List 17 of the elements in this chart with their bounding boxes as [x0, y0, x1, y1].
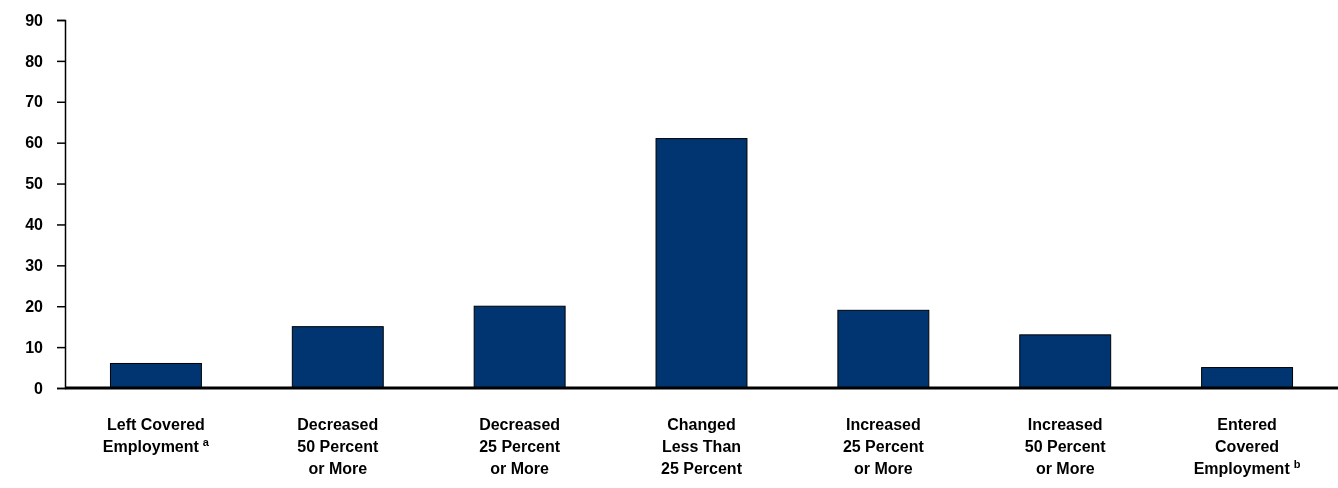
- y-tick-label: 10: [25, 338, 44, 356]
- y-tick-label: 40: [25, 216, 44, 234]
- y-tick-label: 70: [25, 93, 44, 111]
- x-tick-label: Decreased 25 Percent or More: [479, 416, 561, 477]
- x-tick-label: Left Covered Employment$^{a}$: [102, 416, 210, 455]
- y-tick-label: 20: [25, 297, 44, 315]
- y-tick-label: 90: [25, 11, 44, 29]
- x-tick-label: Increased 50 Percent or More: [1024, 416, 1107, 477]
- y-tick-label: 50: [25, 175, 44, 193]
- y-tick-label: 30: [25, 256, 44, 274]
- y-tick-label: 60: [25, 134, 44, 152]
- x-tick-label: Decreased 50 Percent or More: [297, 416, 379, 477]
- x-tick-label: Increased 25 Percent or More: [842, 416, 925, 477]
- x-tick-label: Changed Less Than 25 Percent: [661, 416, 743, 477]
- y-tick-label: 0: [34, 379, 44, 397]
- x-tick-label: Entered Covered Employment$^{b}$: [1193, 416, 1301, 477]
- y-tick-label: 80: [25, 52, 44, 70]
